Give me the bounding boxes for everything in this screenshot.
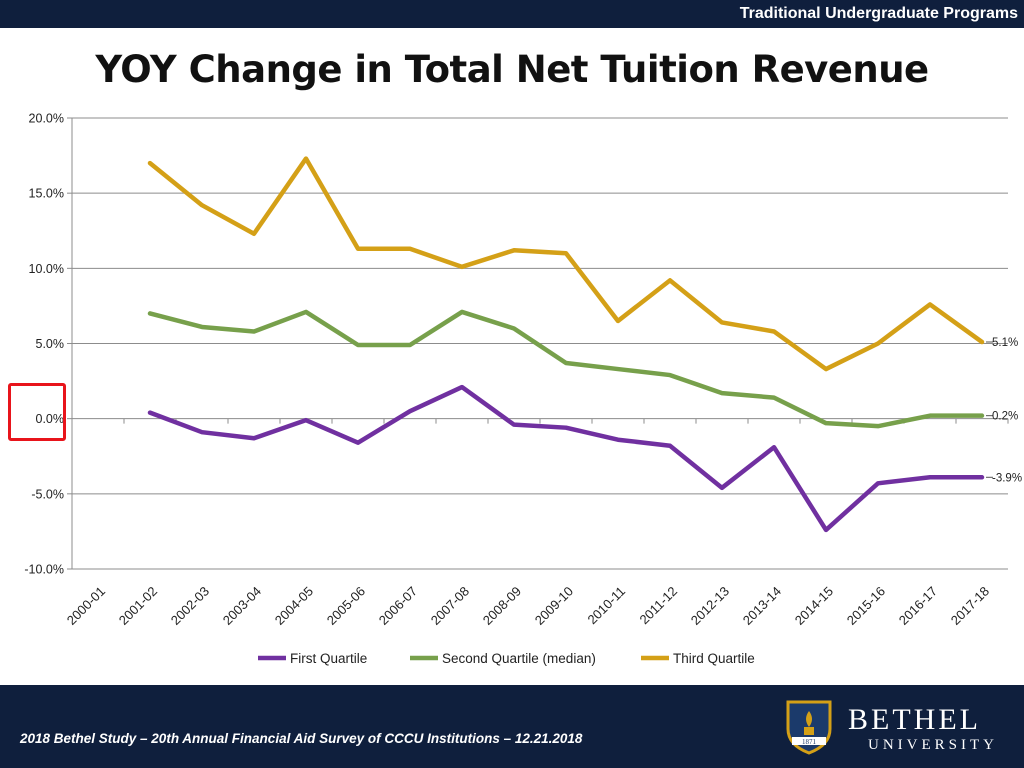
page-title: YOY Change in Total Net Tuition Revenue (95, 48, 929, 91)
data-point (357, 247, 359, 250)
bethel-logo: 1871 BETHEL UNIVERSITY (784, 697, 1014, 757)
x-tick-label: 2015-16 (844, 584, 888, 628)
x-tick-label: 2002-03 (168, 584, 212, 628)
logo-subtitle: UNIVERSITY (868, 737, 998, 753)
data-point (721, 321, 723, 324)
data-point (201, 431, 203, 433)
data-point (357, 344, 359, 346)
data-point (253, 437, 255, 440)
data-point (565, 252, 567, 255)
x-tick-label: 2009-10 (532, 584, 576, 628)
data-point (981, 476, 983, 479)
x-tick-label: 2016-17 (896, 584, 940, 628)
y-tick-label: 10.0% (29, 262, 64, 276)
x-tick-label: 2013-14 (740, 584, 784, 628)
series-line (147, 309, 985, 429)
data-point (773, 446, 775, 449)
x-tick-label: 2008-09 (480, 584, 524, 628)
logo-wordmark: BETHEL (848, 703, 981, 736)
data-point (149, 312, 151, 315)
footer-band: 2018 Bethel Study – 20th Annual Financia… (0, 685, 1024, 768)
data-point (513, 249, 515, 252)
data-point (669, 374, 671, 376)
data-point (409, 247, 411, 250)
y-tick-label: -10.0% (24, 563, 64, 577)
legend-label: Second Quartile (median) (442, 651, 596, 666)
top-banner: Traditional Undergraduate Programs (0, 0, 1024, 28)
data-point (409, 344, 411, 346)
x-tick-label: 2007-08 (428, 584, 472, 628)
data-point (721, 392, 723, 394)
data-point (825, 529, 827, 531)
legend-label: Third Quartile (673, 651, 755, 666)
data-point (461, 386, 463, 388)
x-tick-label: 2004-05 (272, 584, 316, 628)
data-point (409, 410, 411, 412)
data-point (357, 441, 359, 444)
data-point (253, 232, 255, 235)
logo-year: 1871 (802, 738, 817, 746)
x-tick-label: 2017-18 (948, 584, 992, 628)
legend-label: First Quartile (290, 651, 367, 666)
data-point (877, 342, 879, 345)
data-point (981, 414, 983, 417)
x-tick-label: 2006-07 (376, 584, 420, 628)
data-label: -3.9% (992, 472, 1022, 484)
data-point (877, 482, 879, 485)
data-point (617, 320, 619, 322)
data-point (305, 311, 307, 313)
data-point (149, 162, 151, 164)
data-label: 0.2% (992, 411, 1018, 423)
program-tag: Traditional Undergraduate Programs (739, 5, 1018, 22)
y-tick-label: 5.0% (36, 337, 65, 351)
data-point (929, 414, 931, 417)
data-point (513, 327, 515, 330)
x-tick-label: 2012-13 (688, 584, 732, 628)
data-point (617, 438, 619, 441)
x-tick-label: 2010-11 (584, 584, 628, 628)
x-tick-label: 2001-02 (116, 584, 160, 628)
data-point (461, 266, 463, 268)
data-point (565, 426, 567, 429)
data-point (773, 330, 775, 333)
data-point (305, 157, 307, 160)
data-point (305, 419, 307, 421)
data-point (201, 326, 203, 328)
data-point (773, 396, 775, 399)
x-tick-label: 2014-15 (792, 584, 836, 628)
zero-tick-highlight-box (8, 383, 66, 441)
y-tick-label: 0.0% (36, 412, 65, 426)
y-tick-label: 20.0% (29, 112, 64, 126)
data-point (929, 303, 931, 306)
data-point (825, 368, 827, 370)
shield-icon: 1871 (786, 700, 832, 755)
data-point (669, 279, 671, 282)
data-point (201, 204, 203, 206)
data-point (877, 425, 879, 427)
x-tick-label: 2000-01 (64, 584, 108, 628)
data-point (513, 423, 515, 426)
y-tick-label: -5.0% (31, 487, 64, 501)
data-point (617, 368, 619, 370)
line-chart: -10.0% -5.0% 0.0% 5.0% 10.0% 15.0% 20.0% 2000-0… (24, 112, 1022, 667)
data-point (981, 341, 983, 343)
y-tick-label: 15.0% (29, 187, 64, 201)
x-tick-label: 2005-06 (324, 584, 368, 628)
x-tick-label: 2011-12 (636, 584, 680, 628)
data-label: 5.1% (992, 337, 1018, 349)
x-tick-label: 2003-04 (220, 584, 264, 628)
data-point (669, 444, 671, 447)
footer-citation: 2018 Bethel Study – 20th Annual Financia… (20, 731, 583, 746)
series-line (147, 156, 985, 372)
data-point (253, 330, 255, 333)
data-point (825, 422, 827, 424)
data-point (721, 487, 723, 489)
data-point (149, 411, 151, 414)
data-point (461, 311, 463, 313)
series-line (147, 384, 985, 533)
data-point (565, 362, 567, 364)
data-point (929, 476, 931, 479)
